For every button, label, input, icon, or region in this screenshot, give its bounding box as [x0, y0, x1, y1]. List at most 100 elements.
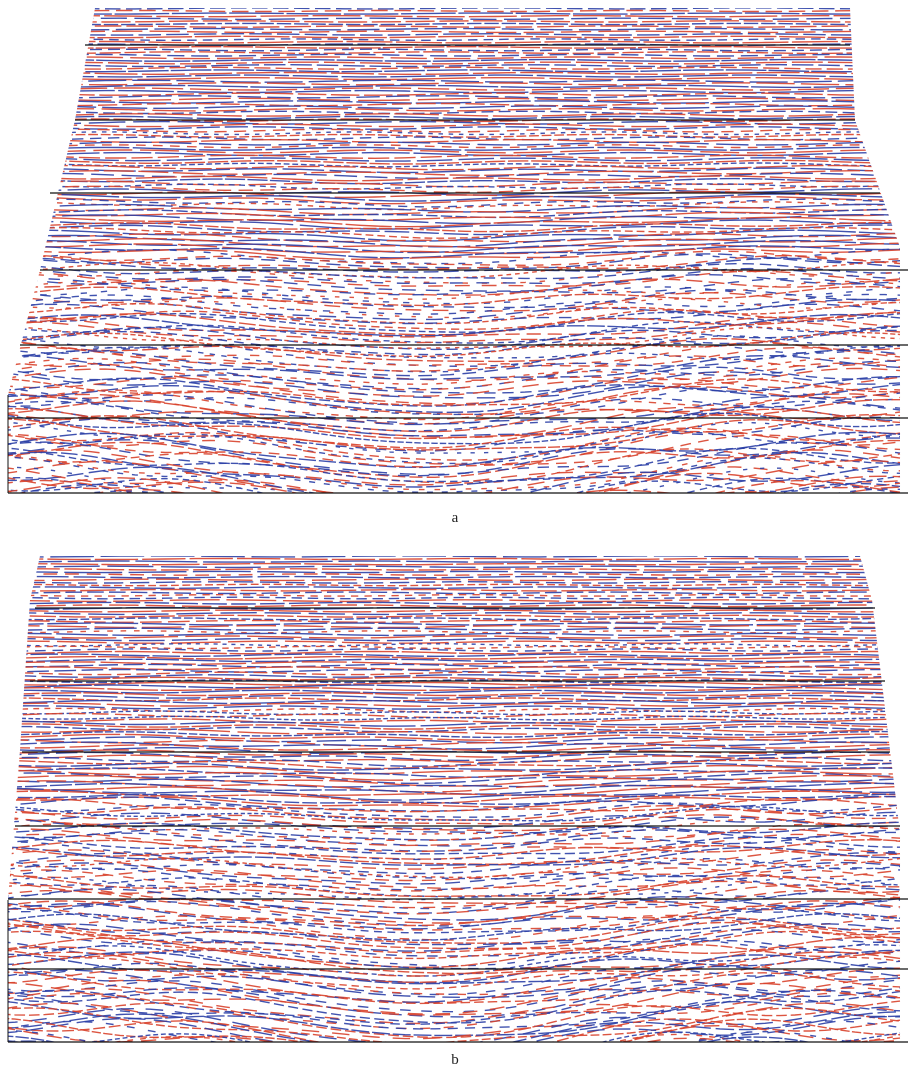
seismic-trace: [0, 1040, 900, 1074]
seismic-trace: [0, 649, 900, 651]
seismic-trace: [0, 618, 900, 620]
seismic-trace: [0, 721, 900, 726]
seismic-trace: [0, 628, 900, 630]
seismic-trace: [0, 368, 900, 396]
seismic-trace: [0, 85, 900, 87]
seismic-trace: [0, 602, 900, 604]
seismic-trace: [0, 652, 900, 654]
seismic-trace: [0, 546, 900, 547]
seismic-trace: [0, 729, 900, 734]
seismic-trace: [0, 600, 900, 602]
seismic-trace: [0, 54, 900, 56]
seismic-trace: [0, 93, 900, 95]
seismic-trace: [0, 47, 900, 48]
seismic-trace: [0, 34, 900, 35]
seismic-trace: [0, 615, 900, 617]
seismic-trace: [0, 204, 900, 212]
seismic-trace: [0, 610, 900, 612]
seismic-trace: [0, 631, 900, 633]
seismic-trace: [0, 62, 900, 64]
seismic-trace: [0, 561, 900, 562]
seismic-trace: [0, 29, 900, 30]
figure: a b: [0, 0, 909, 1074]
seismic-trace: [0, 23, 900, 24]
seismic-trace: [0, 91, 900, 93]
seismic-trace: [0, 623, 900, 625]
seismic-trace: [0, 31, 900, 32]
seismic-trace: [0, 1007, 900, 1046]
seismic-trace: [0, 574, 900, 575]
seismic-trace: [0, 75, 900, 77]
seismic-trace: [0, 13, 900, 14]
seismic-trace: [0, 483, 900, 524]
seismic-trace: [0, 633, 900, 635]
seismic-trace: [0, 52, 900, 54]
seismic-trace: [0, 114, 900, 116]
seismic-trace: [0, 57, 900, 59]
seismic-panel: [0, 546, 900, 1074]
panel-caption: a: [452, 510, 459, 526]
seismic-trace: [0, 142, 900, 145]
seismic-trace: [0, 582, 900, 583]
seismic-trace: [0, 441, 900, 478]
seismic-trace: [0, 595, 900, 596]
seismic-trace: [0, 5, 900, 6]
seismic-trace: [0, 592, 900, 593]
seismic-trace: [0, 36, 900, 37]
seismic-trace: [0, 626, 900, 628]
seismic-trace: [0, 566, 900, 567]
seismic-trace: [0, 621, 900, 623]
seismic-trace: [0, 83, 900, 85]
seismic-trace: [0, 299, 900, 318]
seismic-trace: [0, 675, 900, 677]
seismic-trace: [0, 644, 900, 646]
seismic-trace: [0, 73, 900, 75]
seismic-trace: [0, 363, 900, 390]
seismic-trace: [0, 491, 900, 530]
seismic-trace: [0, 39, 900, 40]
seismic-trace: [0, 88, 900, 90]
seismic-trace: [0, 667, 900, 669]
seismic-trace: [0, 96, 900, 98]
seismic-trace: [0, 3, 900, 4]
seismic-trace: [0, 605, 900, 607]
seismic-trace: [0, 657, 900, 659]
seismic-trace: [0, 564, 900, 565]
seismic-trace: [0, 551, 900, 552]
seismic-trace: [0, 837, 900, 854]
seismic-trace: [0, 80, 900, 82]
seismic-trace: [0, 49, 900, 51]
seismic-trace: [0, 553, 900, 554]
seismic-trace: [0, 654, 900, 656]
seismic-trace: [0, 881, 900, 903]
seismic-trace: [0, 18, 900, 19]
seismic-trace: [0, 1038, 900, 1074]
seismic-trace: [0, 498, 900, 537]
seismic-trace: [0, 326, 900, 349]
seismic-trace: [0, 98, 900, 100]
seismic-trace: [0, 584, 900, 585]
seismic-trace: [0, 78, 900, 80]
seismic-trace: [0, 104, 900, 106]
seismic-trace: [0, 173, 900, 178]
seismic-trace: [0, 42, 900, 43]
seismic-trace: [0, 597, 900, 599]
seismic-trace: [0, 16, 900, 17]
seismic-trace: [0, 1041, 900, 1074]
seismic-trace: [0, 868, 900, 889]
seismic-trace: [0, 670, 900, 672]
seismic-trace: [0, 701, 900, 704]
seismic-trace: [0, 646, 900, 648]
figure-canvas: a b: [0, 0, 909, 1074]
seismic-trace: [0, 310, 900, 330]
seismic-trace: [0, 659, 900, 661]
seismic-trace: [0, 109, 900, 111]
seismic-trace: [0, 21, 900, 22]
seismic-trace: [0, 590, 900, 591]
seismic-trace: [0, 636, 900, 638]
seismic-trace: [0, 243, 900, 253]
panel-caption: b: [451, 1052, 459, 1068]
seismic-trace: [0, 548, 900, 549]
seismic-trace: [0, 26, 900, 27]
seismic-trace: [0, 176, 900, 181]
